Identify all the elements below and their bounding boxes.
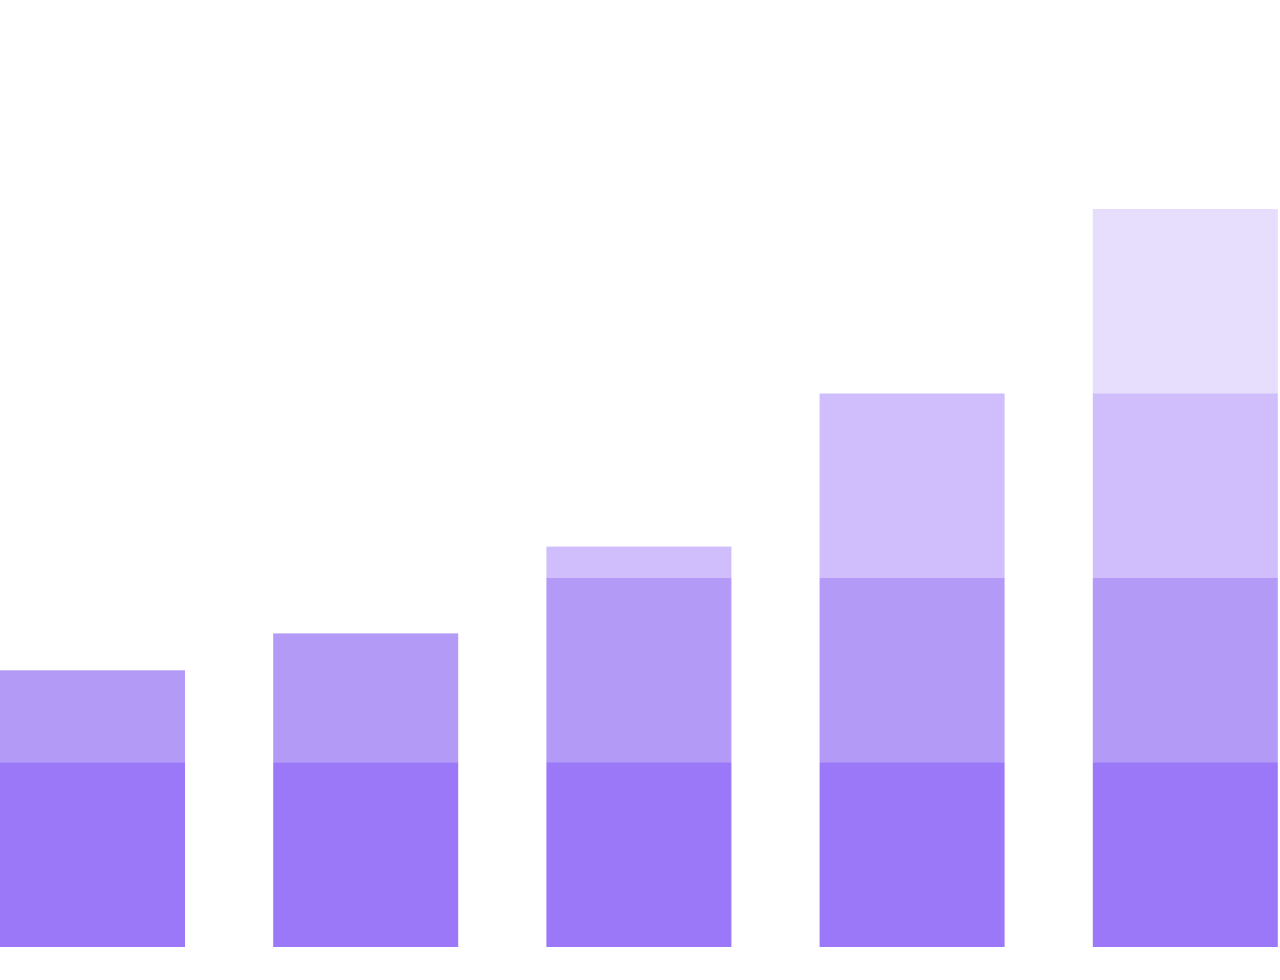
bar-segment-5-4 xyxy=(1092,209,1278,394)
bar-segment-4-3 xyxy=(819,393,1005,578)
bar-segment-3-1 xyxy=(546,762,732,947)
bar-segment-5-3 xyxy=(1092,393,1278,578)
bar-segment-3-2 xyxy=(546,578,732,763)
bar-segment-2-2 xyxy=(273,633,459,763)
bar-segment-1-2 xyxy=(0,670,185,763)
bar-segment-5-1 xyxy=(1092,762,1278,947)
bar-segment-2-1 xyxy=(273,762,459,947)
bar-segment-4-1 xyxy=(819,762,1005,947)
bar-segment-1-1 xyxy=(0,762,185,947)
bar-segment-4-2 xyxy=(819,578,1005,763)
bar-segment-3-3 xyxy=(546,546,732,578)
bar-segment-5-2 xyxy=(1092,578,1278,763)
